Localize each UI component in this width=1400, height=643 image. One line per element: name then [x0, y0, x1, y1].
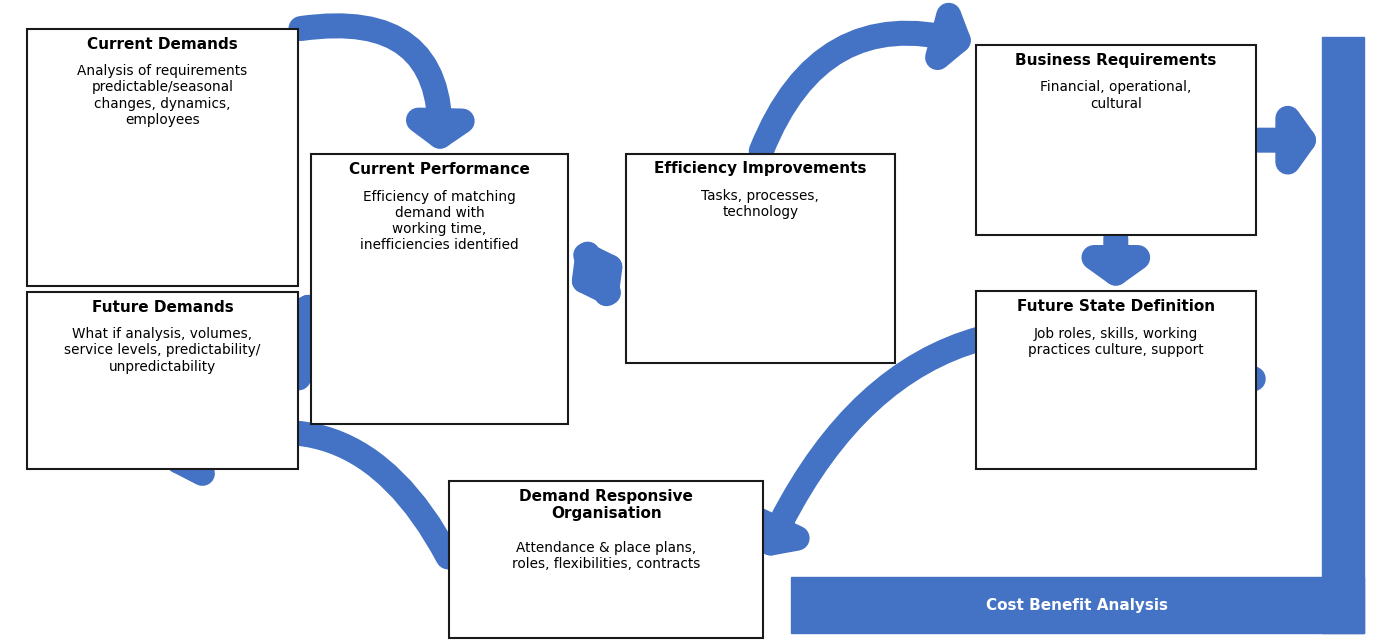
Bar [976, 45, 1256, 235]
Text: Efficiency Improvements: Efficiency Improvements [654, 161, 867, 176]
Bar [976, 291, 1256, 469]
Bar [311, 154, 568, 424]
Bar [791, 577, 1364, 633]
Text: Cost Benefit Analysis: Cost Benefit Analysis [986, 597, 1168, 613]
Text: What if analysis, volumes,
service levels, predictability/
unpredictability: What if analysis, volumes, service level… [64, 327, 260, 374]
Text: Attendance & place plans,
roles, flexibilities, contracts: Attendance & place plans, roles, flexibi… [512, 541, 700, 571]
Text: Business Requirements: Business Requirements [1015, 53, 1217, 68]
Bar [27, 29, 298, 286]
Text: Job roles, skills, working
practices culture, support: Job roles, skills, working practices cul… [1028, 327, 1204, 357]
Bar [449, 481, 763, 638]
Text: Tasks, processes,
technology: Tasks, processes, technology [701, 189, 819, 219]
Text: Efficiency of matching
demand with
working time,
inefficiencies identified: Efficiency of matching demand with worki… [360, 190, 519, 252]
Text: Current Demands: Current Demands [87, 37, 238, 51]
Bar [27, 292, 298, 469]
Bar [626, 154, 895, 363]
Text: Current Performance: Current Performance [349, 162, 531, 177]
Text: Analysis of requirements
predictable/seasonal
changes, dynamics,
employees: Analysis of requirements predictable/sea… [77, 64, 248, 127]
Text: Demand Responsive
Organisation: Demand Responsive Organisation [519, 489, 693, 521]
Bar [1322, 37, 1364, 633]
Text: Future Demands: Future Demands [91, 300, 234, 314]
Text: Future State Definition: Future State Definition [1016, 299, 1215, 314]
Text: Financial, operational,
cultural: Financial, operational, cultural [1040, 80, 1191, 111]
